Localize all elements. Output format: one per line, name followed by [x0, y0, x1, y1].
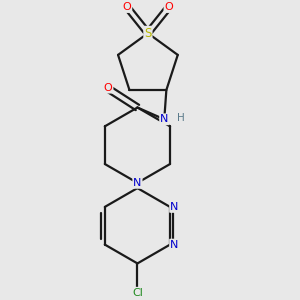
- Text: S: S: [144, 27, 152, 40]
- Text: O: O: [123, 2, 131, 12]
- Text: Cl: Cl: [132, 288, 143, 298]
- Text: H: H: [177, 113, 185, 123]
- Text: N: N: [170, 240, 178, 250]
- Text: N: N: [170, 202, 178, 212]
- Text: N: N: [160, 114, 169, 124]
- Text: O: O: [104, 82, 112, 93]
- Text: O: O: [164, 2, 173, 12]
- Text: N: N: [133, 178, 142, 188]
